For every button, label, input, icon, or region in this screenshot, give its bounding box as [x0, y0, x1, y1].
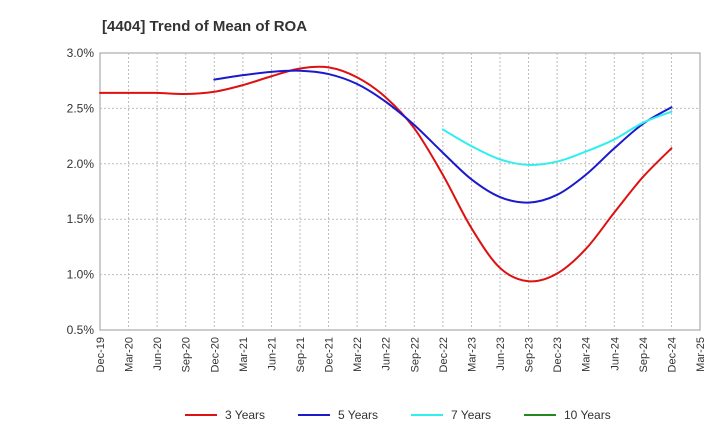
x-tick-label: Dec-24 — [666, 337, 678, 372]
x-tick-label: Dec-22 — [438, 337, 450, 372]
y-tick-label: 3.0% — [67, 46, 95, 60]
x-tick-label: Sep-22 — [409, 337, 421, 372]
y-tick-label: 1.0% — [67, 268, 95, 282]
y-tick-label: 1.5% — [67, 212, 95, 226]
x-tick-label: Mar-22 — [352, 337, 364, 372]
legend: 3 Years 5 Years 7 Years 10 Years — [185, 408, 611, 422]
grid-layer — [99, 52, 701, 331]
x-tick-label: Jun-21 — [266, 337, 278, 371]
x-tick-label: Mar-20 — [124, 337, 136, 372]
x-tick-label: Sep-24 — [638, 337, 650, 372]
legend-label: 10 Years — [564, 408, 611, 422]
x-tick-label: Sep-23 — [524, 337, 536, 372]
y-tick-label: 2.0% — [67, 157, 95, 171]
plot-frame — [99, 52, 701, 331]
legend-label: 5 Years — [338, 408, 378, 422]
x-tick-label: Jun-23 — [495, 337, 507, 371]
chart-title: [4404] Trend of Mean of ROA — [102, 18, 307, 35]
legend-label: 7 Years — [451, 408, 491, 422]
y-tick-label: 2.5% — [67, 101, 95, 115]
legend-label: 3 Years — [225, 408, 265, 422]
x-tick-label: Dec-19 — [95, 337, 107, 372]
x-tick-label: Mar-23 — [466, 337, 478, 372]
series-line-7-years — [441, 110, 673, 166]
x-tick-label: Sep-20 — [181, 337, 193, 372]
x-tick-label: Jun-20 — [152, 337, 164, 371]
x-tick-label: Mar-21 — [238, 337, 250, 372]
x-tick-label: Dec-23 — [552, 337, 564, 372]
x-tick-label: Jun-24 — [609, 337, 621, 371]
x-tick-label: Sep-21 — [295, 337, 307, 372]
series-line-3-years — [99, 65, 673, 283]
axis-layer: Dec-19 Mar-20 Jun-20 Sep-20 Dec-20 Mar-21 Jun-… — [67, 46, 707, 372]
x-tick-label: Mar-25 — [695, 337, 707, 372]
series-layer — [99, 65, 673, 283]
y-tick-label: 0.5% — [67, 323, 95, 337]
x-tick-label: Dec-20 — [209, 337, 221, 372]
x-tick-label: Mar-24 — [581, 337, 593, 372]
x-tick-label: Dec-21 — [324, 337, 336, 372]
x-tick-label: Jun-22 — [381, 337, 393, 371]
series-line-5-years — [213, 69, 673, 204]
